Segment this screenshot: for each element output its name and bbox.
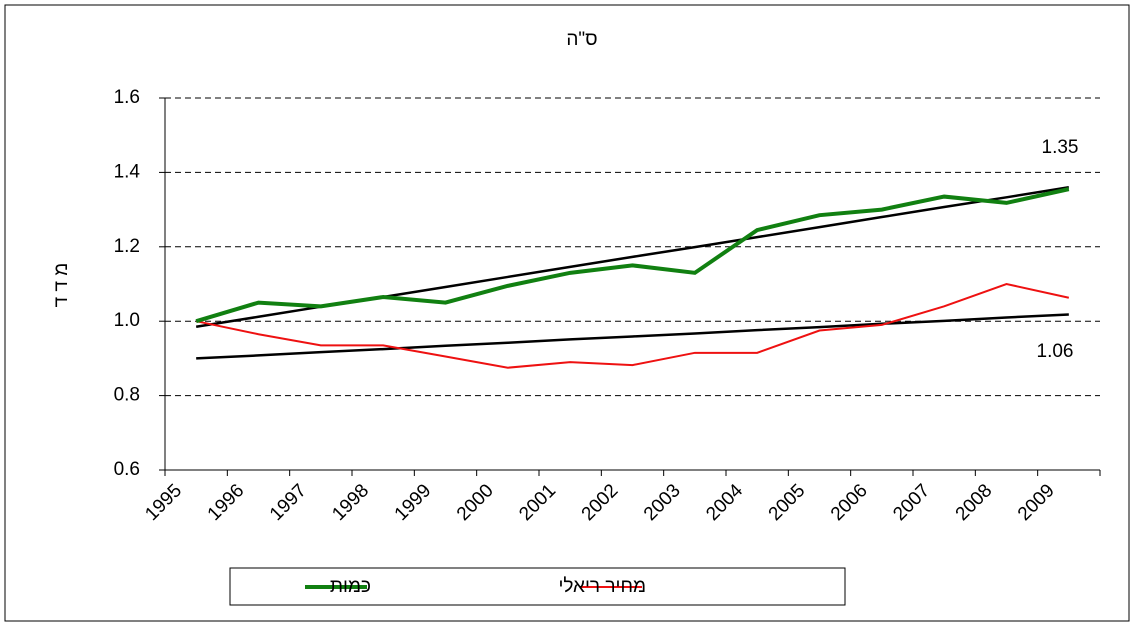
annotation: 1.35 (1042, 137, 1079, 158)
series-line (195, 187, 1070, 324)
y-tick-label: 0.8 (114, 385, 140, 406)
y-tick-label: 1.4 (114, 161, 141, 182)
y-tick-label: 1.2 (114, 236, 140, 257)
chart-frame (4, 4, 1130, 622)
legend-label: כמות (330, 576, 371, 597)
chart-title: ס"ה (566, 29, 597, 50)
y-tick-label: 0.6 (114, 459, 140, 480)
annotation: 1.06 (1037, 341, 1074, 362)
series-line (196, 313, 1069, 360)
y-axis-title: מ ד ד (51, 263, 72, 308)
legend-label: מחיר ריאלי (558, 576, 646, 597)
y-tick-label: 1.0 (114, 310, 140, 331)
y-tick-label: 1.6 (114, 87, 140, 108)
series-line (195, 282, 1070, 369)
